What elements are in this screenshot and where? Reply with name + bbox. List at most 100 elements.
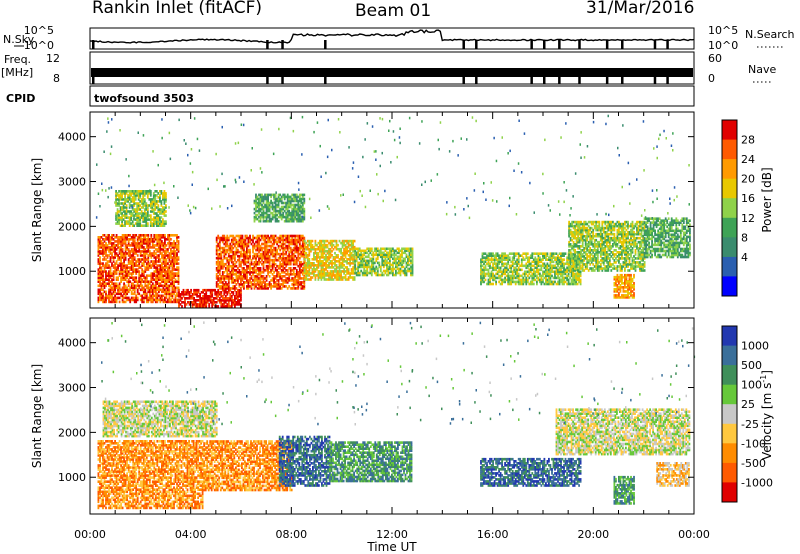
heatmap-cell [124,276,127,279]
heatmap-cell [141,300,144,304]
heatmap-cell [247,267,250,270]
heatmap-cell [274,246,277,250]
heatmap-cell [393,253,396,257]
heatmap-cell [289,217,292,221]
heatmap-cell [294,258,297,262]
heatmap-cell [274,256,277,260]
heatmap-cell [249,256,251,260]
heatmap-cell [223,297,226,300]
heatmap-cell [191,295,194,298]
heatmap-cell [240,262,242,266]
heatmap-cell [364,261,367,265]
heatmap-cell [264,260,266,264]
heatmap-cell [288,246,291,250]
heatmap-cell [165,248,168,251]
heatmap-cell [152,192,155,195]
heatmap-cell [119,218,122,221]
heatmap-cell [235,264,238,268]
heatmap-cell [124,194,126,197]
heatmap-cell [523,272,526,276]
heatmap-cell [115,268,118,271]
heatmap-cell [171,286,174,290]
heatmap-cell [252,248,254,252]
heatmap-cell [241,285,244,288]
heatmap-cell [161,252,163,255]
heatmap-cell [396,247,399,251]
heatmap-cell [295,217,298,221]
heatmap-cell [124,254,127,257]
heatmap-cell [121,250,124,253]
heatmap-cell [402,251,405,255]
heatmap-cell [528,270,531,274]
heatmap-cell [139,254,142,257]
heatmap-cell [545,274,547,278]
heatmap-cell [320,241,323,245]
heatmap-cell [294,246,297,250]
heatmap-cell [271,211,274,215]
heatmap-cell [151,300,154,304]
heatmap-cell [490,276,493,280]
heatmap-cell [264,205,266,209]
heatmap-cell [138,238,141,241]
heatmap-cell [520,268,523,272]
heatmap-cell [153,272,156,275]
heatmap-cell [156,238,159,241]
heatmap-cell [145,214,148,217]
heatmap-cell [402,269,405,273]
heatmap-cell [514,282,517,286]
heatmap-cell [255,217,257,221]
heatmap-cell [298,244,301,248]
heatmap-cell [157,206,160,209]
heatmap-cell [389,261,391,265]
heatmap-cell [130,198,133,201]
heatmap-cell [215,248,218,252]
heatmap-cell [127,290,130,294]
heatmap-cell [261,275,263,278]
heatmap-cell [224,236,227,240]
heatmap-cell [165,250,168,253]
heatmap-cell [158,278,160,281]
heatmap-cell [270,252,272,256]
heatmap-cell [367,263,370,267]
heatmap-cell [157,192,160,195]
heatmap-cell [173,266,175,269]
heatmap-cell [173,244,175,247]
heatmap-cell [363,265,366,269]
heatmap-cell [261,287,263,290]
heatmap-cell [127,254,130,257]
heatmap-cell [102,296,104,300]
heatmap-cell [349,264,351,267]
heatmap-cell [265,277,268,280]
heatmap-cell [313,245,315,249]
heatmap-cell [218,273,221,276]
heatmap-cell [292,215,295,219]
heatmap-cell [310,276,312,279]
heatmap-cell [486,254,488,257]
heatmap-cell [402,247,405,251]
heatmap-cell [130,254,133,257]
heatmap-cell [109,272,112,275]
heatmap-cell [338,266,341,269]
heatmap-cell [112,292,115,296]
freq-unit-label: [MHz] [1,66,33,79]
heatmap-cell [322,247,324,251]
heatmap-cell [496,260,499,264]
heatmap-cell [115,272,118,275]
heatmap-cell [256,252,259,256]
heatmap-cell [481,272,484,276]
heatmap-cell [283,285,286,288]
heatmap-cell [215,273,218,276]
heatmap-cell [313,254,315,257]
nsky-gap-mark [543,40,546,49]
heatmap-cell [267,213,269,217]
heatmap-cell [323,274,326,277]
heatmap-cell [300,207,303,211]
heatmap-cell [176,252,178,255]
heatmap-cell [118,218,120,221]
heatmap-cell [160,222,163,225]
heatmap-cell [111,252,113,255]
heatmap-cell [545,258,547,261]
heatmap-cell [162,262,165,265]
heatmap-cell [145,224,148,227]
heatmap-cell [526,264,529,268]
